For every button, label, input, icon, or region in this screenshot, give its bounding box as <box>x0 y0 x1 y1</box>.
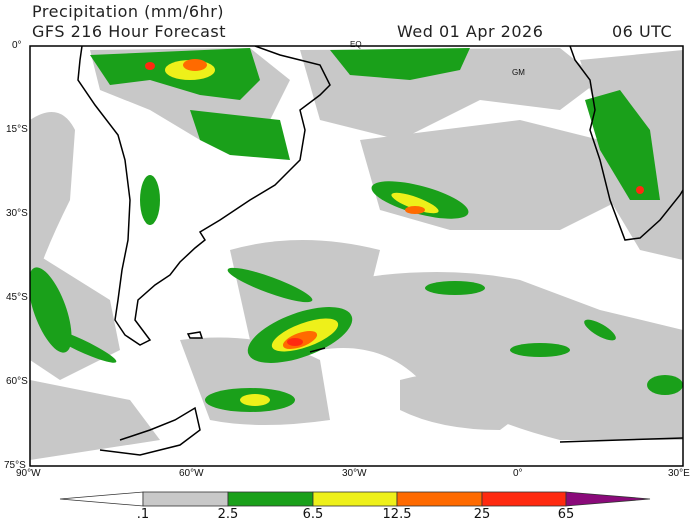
precip-moderate-area <box>190 110 290 160</box>
lon-label: 60°W <box>179 468 204 479</box>
precip-light-area <box>30 112 75 300</box>
precip-moderate-area <box>330 48 470 80</box>
colorbar-label: .1 <box>136 507 150 522</box>
precip-moderate-area <box>43 327 117 363</box>
africa-coast <box>569 46 683 241</box>
lat-label: 60°S <box>6 376 28 387</box>
precip-extreme-area <box>145 62 155 70</box>
precip-light-area <box>400 373 540 430</box>
precip-moderate-area <box>227 267 313 303</box>
colorbar-label: 2.5 <box>217 507 239 522</box>
lon-label: 0° <box>513 468 523 479</box>
lon-label: 90°W <box>16 468 41 479</box>
forecast-date: Wed 01 Apr 2026 <box>397 22 544 41</box>
colorbar-label: 6.5 <box>302 507 324 522</box>
precip-light-area <box>300 272 683 440</box>
precip-very-heavy-area <box>405 206 425 214</box>
coastlines <box>77 46 683 456</box>
forecast-time: 06 UTC <box>612 22 673 41</box>
colorbar-label: 12.5 <box>382 507 412 522</box>
colorbar <box>59 491 651 507</box>
falkland-islands <box>186 331 204 339</box>
colorbar-label: 65 <box>557 507 575 522</box>
colorbar-segment-below <box>59 491 144 507</box>
south-georgia <box>309 347 326 353</box>
lat-label: 45°S <box>6 292 28 303</box>
greenwich-meridian-label: GM <box>512 68 525 77</box>
precip-moderate-area <box>647 375 683 395</box>
lat-label: 0° <box>12 40 22 51</box>
precip-moderate-area <box>140 175 160 225</box>
lat-label: 30°S <box>6 208 28 219</box>
subtitle: GFS 216 Hour Forecast <box>32 22 227 41</box>
lon-label: 30°E <box>668 468 690 479</box>
precip-heavy-area <box>391 192 439 214</box>
title: Precipitation (mm/6hr) <box>32 2 225 21</box>
colorbar-segment-4 <box>396 491 483 507</box>
lon-label: 30°W <box>342 468 367 479</box>
antarctica-coast <box>99 406 683 456</box>
colorbar-segment-2 <box>227 491 314 507</box>
precip-light-area <box>30 380 160 460</box>
precip-very-heavy-area <box>183 59 207 71</box>
colorbar-segment-5 <box>481 491 567 507</box>
precip-heavy-area <box>240 394 270 406</box>
precip-moderate-area <box>510 343 570 357</box>
precip-extreme-area <box>636 186 644 194</box>
map-frame <box>29 45 684 467</box>
precip-moderate-area <box>425 281 485 295</box>
lat-label: 15°S <box>6 124 28 135</box>
colorbar-segment-3 <box>312 491 398 507</box>
colorbar-segment-1 <box>142 491 229 507</box>
precip-moderate-area <box>584 319 616 341</box>
south-america-coast <box>77 46 331 346</box>
lat-label: 75°S <box>4 460 26 471</box>
precip-moderate-area <box>585 90 660 200</box>
colorbar-label: 25 <box>473 507 491 522</box>
precip-light-area <box>360 120 620 230</box>
colorbar-segment-above <box>565 491 651 507</box>
precip-field <box>30 48 683 460</box>
precip-extreme-area <box>287 338 303 346</box>
equator-label: EQ <box>350 40 362 49</box>
